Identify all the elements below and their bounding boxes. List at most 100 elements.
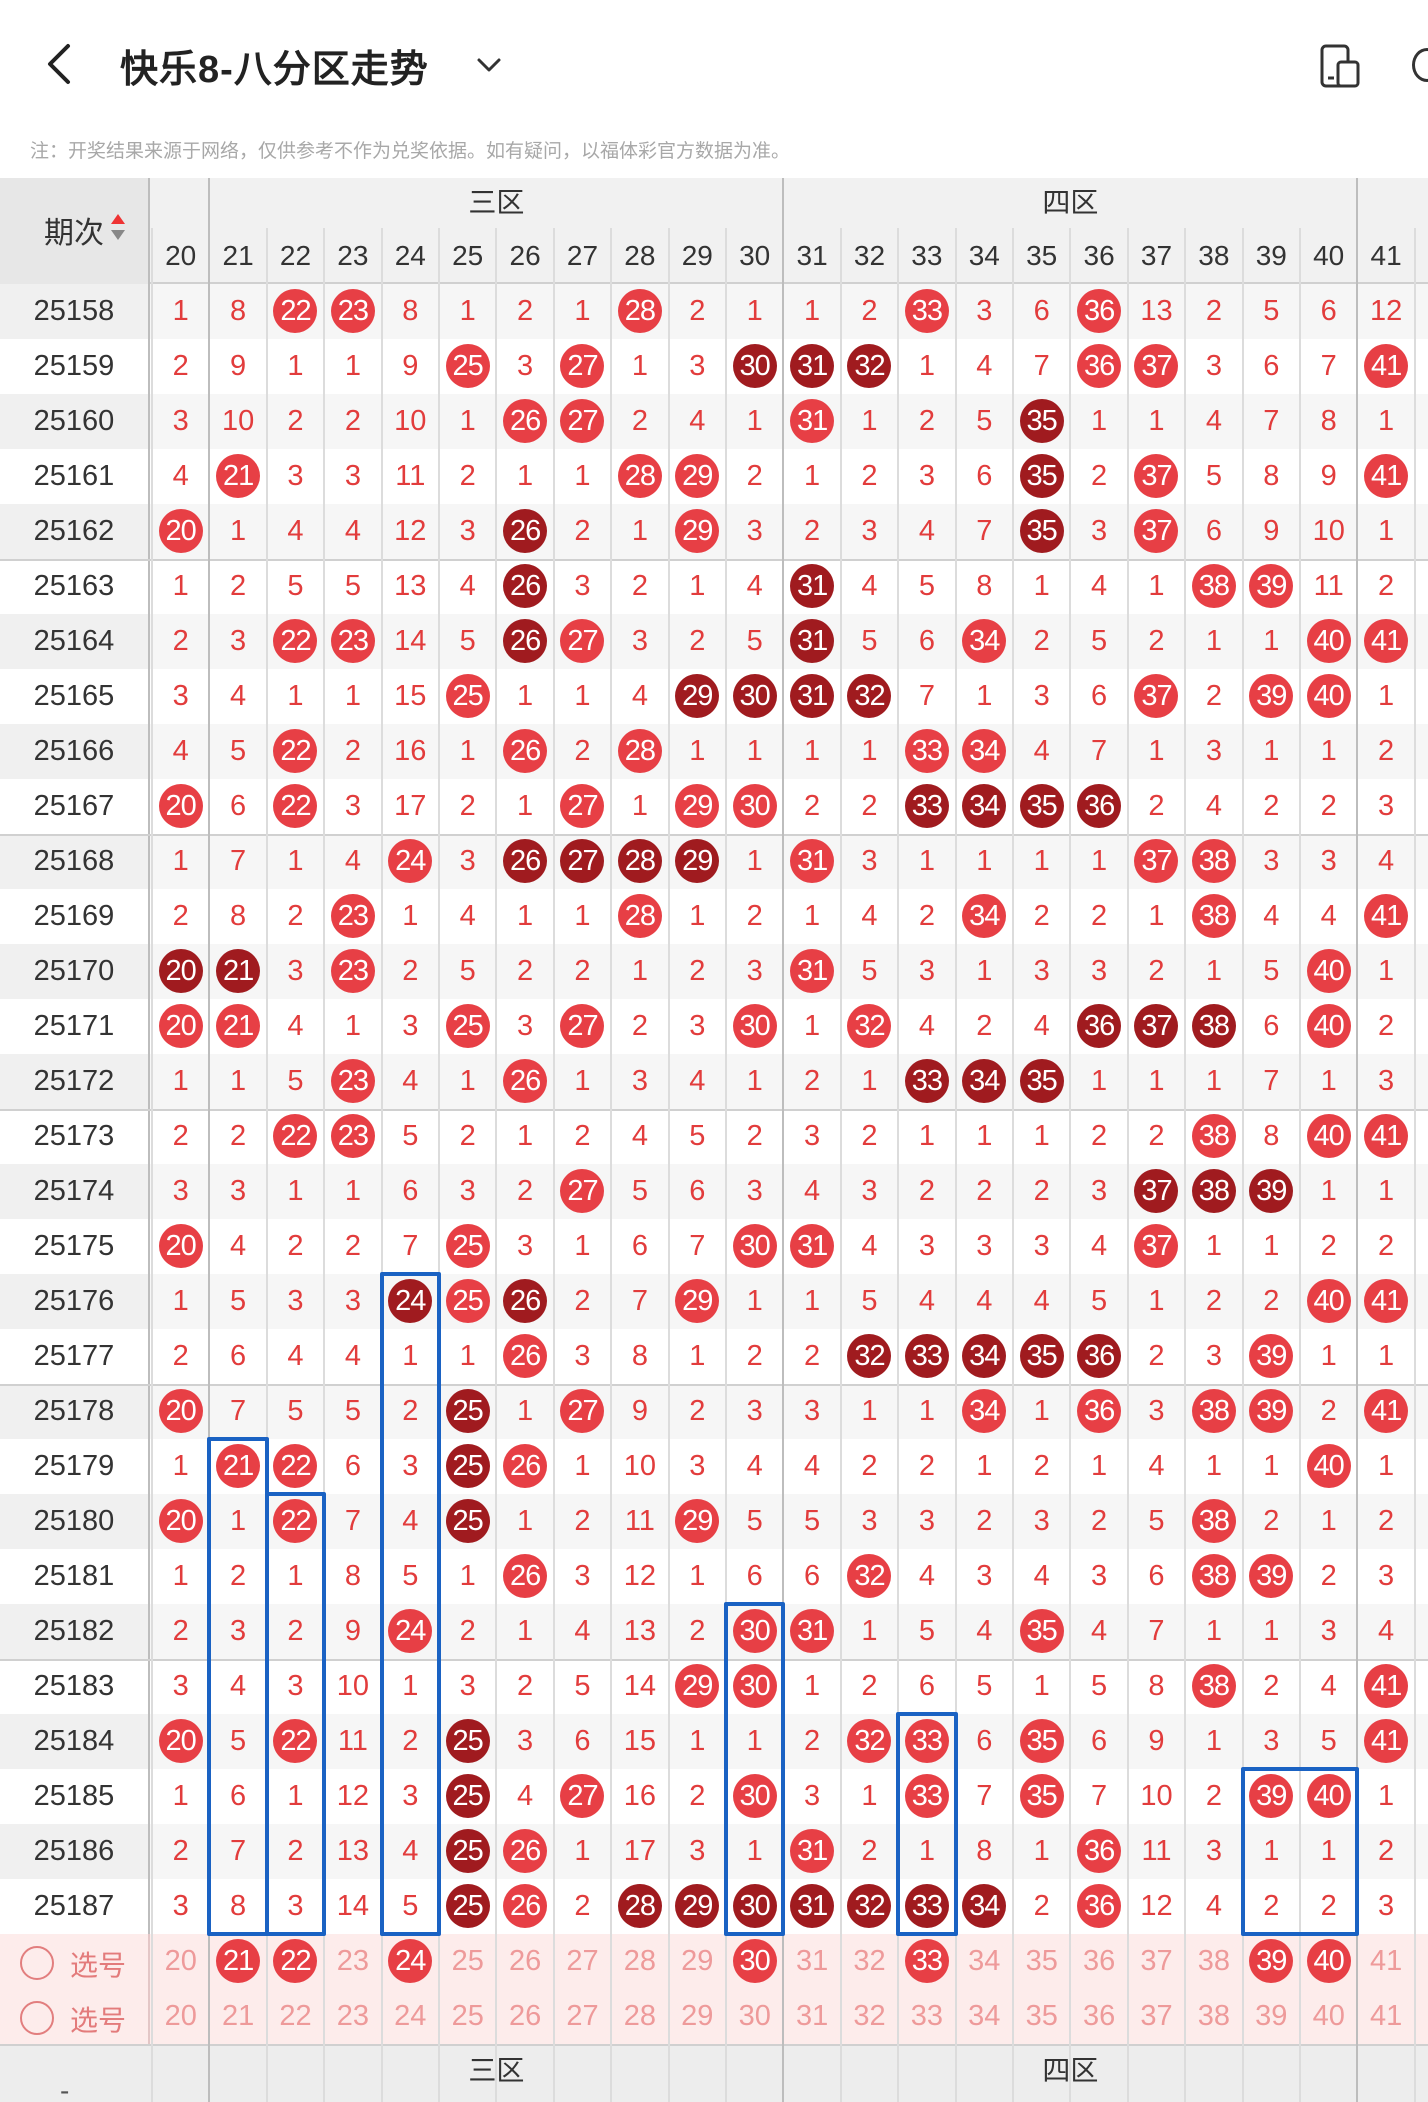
period-header[interactable]: 期次 bbox=[0, 178, 150, 284]
table-cell: 11 bbox=[1141, 1835, 1172, 1867]
select-cell[interactable]: 33 bbox=[898, 1934, 955, 1989]
grid-line bbox=[1069, 228, 1072, 2102]
table-cell: 30 bbox=[726, 1604, 783, 1659]
chevron-down-icon[interactable] bbox=[474, 50, 504, 80]
select-cell[interactable]: 31 bbox=[795, 2000, 829, 2032]
table-cell: 2 bbox=[574, 955, 591, 987]
select-cell[interactable]: 39 bbox=[1255, 2000, 1288, 2032]
select-cell[interactable]: 28 bbox=[623, 1945, 657, 1977]
select-cell[interactable]: 27 bbox=[566, 1945, 599, 1977]
select-cell[interactable]: 34 bbox=[968, 1945, 1001, 1977]
select-cell[interactable]: 37 bbox=[1140, 1945, 1173, 1977]
select-cell[interactable]: 32 bbox=[853, 2000, 886, 2032]
select-cell[interactable]: 28 bbox=[623, 2000, 657, 2032]
table-cell: 3 bbox=[287, 955, 304, 987]
table-cell: 2 bbox=[1205, 1285, 1222, 1317]
select-cell[interactable]: 30 bbox=[726, 1934, 783, 1989]
hit-ball: 23 bbox=[330, 619, 375, 663]
period-cell: 25160 bbox=[0, 394, 150, 449]
table-cell: 1 bbox=[689, 1560, 706, 1592]
sort-icon[interactable] bbox=[110, 212, 126, 242]
device-switch-icon[interactable] bbox=[1318, 42, 1362, 90]
hit-ball: 34 bbox=[962, 894, 1007, 938]
select-cell[interactable]: 29 bbox=[681, 2000, 714, 2032]
table-cell: 6 bbox=[230, 790, 247, 822]
table-cell: 8 bbox=[402, 295, 419, 327]
select-cell[interactable]: 26 bbox=[508, 2000, 542, 2032]
select-cell[interactable]: 24 bbox=[382, 1934, 439, 1989]
hit-ball: 30 bbox=[732, 1884, 777, 1928]
table-cell: 1 bbox=[1320, 735, 1337, 767]
selected-ball[interactable]: 24 bbox=[388, 1939, 433, 1983]
selected-ball[interactable]: 21 bbox=[216, 1939, 261, 1983]
select-cell[interactable]: 40 bbox=[1300, 1934, 1357, 1989]
select-cell[interactable]: 35 bbox=[1025, 2000, 1058, 2032]
page-title[interactable]: 快乐8-八分区走势 bbox=[120, 49, 429, 91]
select-cell[interactable]: 37 bbox=[1140, 2000, 1173, 2032]
column-header: 38 bbox=[1198, 240, 1230, 271]
selected-ball[interactable]: 30 bbox=[732, 1939, 777, 1983]
table-cell: 22 bbox=[267, 614, 324, 669]
select-cell[interactable]: 36 bbox=[1082, 1945, 1116, 1977]
table-cell: 2 bbox=[861, 1450, 878, 1482]
select-cell[interactable]: 32 bbox=[853, 1945, 886, 1977]
select-cell[interactable]: 35 bbox=[1025, 1945, 1058, 1977]
select-cell[interactable]: 20 bbox=[164, 1945, 197, 1977]
select-radio-icon[interactable] bbox=[20, 2001, 54, 2035]
select-cell[interactable]: 38 bbox=[1197, 2000, 1231, 2032]
select-cell[interactable]: 38 bbox=[1197, 1945, 1231, 1977]
select-cell[interactable]: 34 bbox=[968, 2000, 1001, 2032]
table-cell: 5 bbox=[1320, 1725, 1337, 1757]
table-cell: 1 bbox=[517, 790, 534, 822]
selected-ball[interactable]: 22 bbox=[273, 1939, 318, 1983]
select-cell[interactable]: 22 bbox=[267, 1934, 324, 1989]
table-cell: 5 bbox=[1263, 295, 1280, 327]
select-cell[interactable]: 23 bbox=[336, 1945, 370, 1977]
table-cell: 11 bbox=[395, 460, 426, 492]
select-cell[interactable]: 40 bbox=[1312, 2000, 1345, 2032]
more-circle-icon[interactable] bbox=[1412, 48, 1428, 82]
table-cell: 4 bbox=[804, 1175, 821, 1207]
table-cell: 41 bbox=[1357, 1384, 1414, 1439]
select-row-label[interactable]: 选号 bbox=[20, 1942, 148, 1982]
table-cell: 3 bbox=[746, 1175, 763, 1207]
select-cell[interactable]: 21 bbox=[221, 2000, 255, 2032]
select-cell[interactable]: 22 bbox=[279, 2000, 312, 2032]
select-cell[interactable]: 20 bbox=[164, 2000, 197, 2032]
selected-ball[interactable]: 33 bbox=[904, 1939, 949, 1983]
select-cell[interactable]: 23 bbox=[336, 2000, 370, 2032]
back-arrow-icon[interactable] bbox=[40, 40, 80, 88]
select-cell[interactable]: 24 bbox=[394, 2000, 427, 2032]
period-cell: 25161 bbox=[0, 449, 150, 504]
select-cell[interactable]: 39 bbox=[1243, 1934, 1300, 1989]
table-cell: 3 bbox=[1091, 1175, 1108, 1207]
select-cell[interactable]: 30 bbox=[738, 2000, 771, 2032]
table-cell: 3 bbox=[287, 1890, 304, 1922]
selected-ball[interactable]: 40 bbox=[1306, 1939, 1351, 1983]
select-cell[interactable]: 36 bbox=[1082, 2000, 1116, 2032]
select-cell[interactable]: 25 bbox=[451, 1945, 484, 1977]
table-cell: 9 bbox=[1148, 1725, 1165, 1757]
select-cell[interactable]: 21 bbox=[209, 1934, 266, 1989]
table-cell: 4 bbox=[1378, 1615, 1395, 1647]
table-cell: 2 bbox=[1378, 1835, 1395, 1867]
select-cell[interactable]: 41 bbox=[1369, 1945, 1403, 1977]
hit-ball: 27 bbox=[560, 839, 605, 883]
table-cell: 40 bbox=[1300, 944, 1357, 999]
select-cell[interactable]: 27 bbox=[566, 2000, 599, 2032]
table-cell: 41 bbox=[1357, 614, 1414, 669]
table-cell: 1 bbox=[517, 1395, 534, 1427]
table-cell: 4 bbox=[689, 405, 706, 437]
select-cell[interactable]: 26 bbox=[508, 1945, 542, 1977]
select-cell[interactable]: 25 bbox=[451, 2000, 484, 2032]
select-row-label[interactable]: 选号 bbox=[20, 1997, 148, 2037]
table-cell: 2 bbox=[287, 1230, 304, 1262]
select-cell[interactable]: 29 bbox=[681, 1945, 714, 1977]
table-cell: 6 bbox=[344, 1450, 361, 1482]
selected-ball[interactable]: 39 bbox=[1249, 1939, 1294, 1983]
hit-ball: 26 bbox=[503, 1554, 548, 1598]
select-cell[interactable]: 41 bbox=[1369, 2000, 1403, 2032]
select-cell[interactable]: 31 bbox=[795, 1945, 829, 1977]
select-radio-icon[interactable] bbox=[20, 1946, 54, 1980]
select-cell[interactable]: 33 bbox=[910, 2000, 944, 2032]
